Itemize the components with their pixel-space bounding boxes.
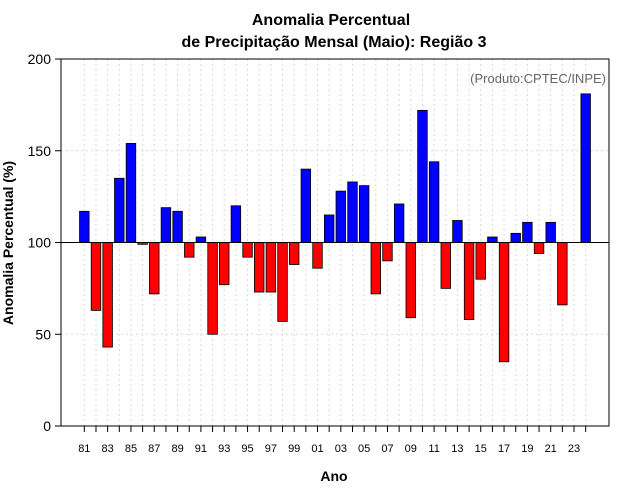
source-annotation: (Produto:CPTEC/INPE) bbox=[470, 71, 606, 86]
bar-92 bbox=[207, 242, 218, 335]
bars bbox=[79, 93, 591, 363]
bar-16 bbox=[487, 236, 498, 243]
x-tick-label: 83 bbox=[102, 443, 114, 455]
bar-88 bbox=[160, 207, 172, 243]
x-tick-label: 93 bbox=[218, 443, 230, 455]
x-tick-label: 13 bbox=[451, 443, 463, 455]
bar-14 bbox=[463, 242, 475, 320]
bar-84 bbox=[114, 177, 125, 243]
y-tick-label: 50 bbox=[35, 326, 51, 342]
x-tick-label: 81 bbox=[78, 443, 90, 455]
bar-17 bbox=[498, 242, 510, 363]
x-tick-label: 23 bbox=[568, 443, 580, 455]
bar-10 bbox=[417, 109, 428, 243]
bar-99 bbox=[289, 242, 300, 265]
x-tick-label: 03 bbox=[335, 443, 347, 455]
y-axis: 0 50 100 150 200 bbox=[28, 51, 61, 434]
x-axis-label: Ano bbox=[320, 468, 347, 484]
x-tick-label: 91 bbox=[195, 443, 207, 455]
bar-18 bbox=[510, 232, 521, 243]
bar-04 bbox=[347, 181, 358, 243]
bar-89 bbox=[172, 210, 183, 243]
x-tick-label: 15 bbox=[475, 443, 487, 455]
bar-94 bbox=[230, 205, 242, 243]
grid bbox=[61, 59, 609, 426]
x-tick-label: 01 bbox=[311, 443, 323, 455]
bar-12 bbox=[440, 242, 451, 289]
bar-98 bbox=[277, 242, 288, 322]
x-tick-label: 17 bbox=[498, 443, 510, 455]
bar-85 bbox=[125, 143, 137, 243]
bar-95 bbox=[242, 242, 253, 258]
y-tick-label: 100 bbox=[28, 235, 52, 251]
y-tick-label: 200 bbox=[28, 51, 52, 67]
bar-90 bbox=[184, 242, 195, 258]
bar-13 bbox=[452, 220, 463, 243]
bar-81 bbox=[79, 210, 90, 243]
bar-02 bbox=[323, 214, 335, 243]
x-tick-label: 07 bbox=[381, 443, 393, 455]
chart-title: Anomalia Percentual bbox=[252, 12, 410, 29]
chart-subtitle: de Precipitação Mensal (Maio): Região 3 bbox=[182, 34, 487, 51]
x-tick-label: 95 bbox=[241, 443, 253, 455]
bar-96 bbox=[254, 242, 265, 293]
x-tick-label: 99 bbox=[288, 443, 300, 455]
x-tick-label: 05 bbox=[358, 443, 370, 455]
x-tick-label: 87 bbox=[148, 443, 160, 455]
bar-06 bbox=[370, 242, 381, 295]
bar-09 bbox=[405, 242, 416, 319]
bar-08 bbox=[393, 203, 405, 243]
bar-24 bbox=[580, 93, 591, 243]
x-tick-label: 11 bbox=[428, 443, 439, 455]
bar-15 bbox=[475, 242, 486, 280]
x-tick-label: 09 bbox=[405, 443, 417, 455]
y-tick-label: 0 bbox=[43, 418, 51, 434]
y-tick-label: 150 bbox=[28, 143, 52, 159]
bar-00 bbox=[300, 168, 312, 243]
bar-91 bbox=[195, 236, 207, 243]
bar-03 bbox=[335, 190, 347, 243]
bar-82 bbox=[90, 242, 102, 311]
x-tick-label: 19 bbox=[521, 443, 533, 455]
bar-11 bbox=[428, 161, 440, 243]
bar-97 bbox=[265, 242, 277, 293]
x-tick-label: 89 bbox=[171, 443, 183, 455]
bar-21 bbox=[545, 221, 556, 243]
bar-07 bbox=[382, 242, 393, 262]
y-axis-label: Anomalia Percentual (%) bbox=[0, 161, 16, 325]
x-tick-label: 97 bbox=[265, 443, 277, 455]
x-tick-label: 85 bbox=[125, 443, 137, 455]
bar-83 bbox=[102, 242, 113, 348]
bar-22 bbox=[557, 242, 568, 306]
bar-93 bbox=[219, 242, 230, 286]
x-tick-label: 21 bbox=[545, 443, 557, 455]
bar-20 bbox=[533, 242, 545, 254]
bar-05 bbox=[358, 185, 370, 243]
bar-01 bbox=[312, 242, 323, 269]
x-axis: 81 83 85 87 89 91 93 95 97 99 01 03 05 07 09 11 13 15 17 19… bbox=[78, 426, 587, 455]
bar-87 bbox=[149, 242, 160, 295]
bar-19 bbox=[522, 221, 533, 243]
